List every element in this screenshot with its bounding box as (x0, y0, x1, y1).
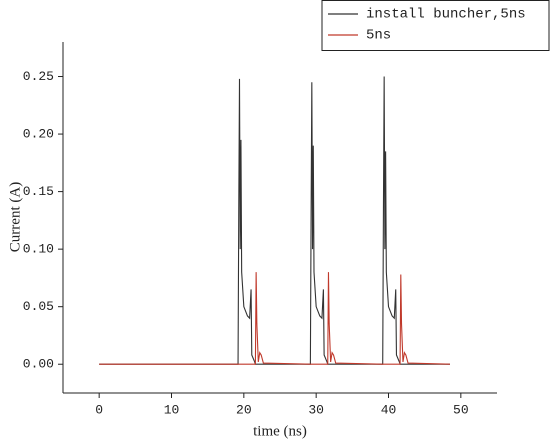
series-line (99, 272, 450, 365)
y-tick-label: 0.20 (23, 127, 54, 142)
legend-box (321, 0, 550, 51)
y-axis-title: Current (A) (7, 182, 23, 252)
legend-label: install buncher,5ns (366, 7, 526, 23)
x-tick-label: 0 (95, 402, 103, 417)
y-tick-label: 0.05 (23, 299, 54, 314)
y-tick-label: 0.10 (23, 242, 54, 257)
y-tick-label: 0.15 (23, 184, 54, 199)
series-line (99, 76, 450, 365)
x-axis-title: time (ns) (253, 423, 307, 439)
x-tick-label: 30 (308, 402, 324, 417)
x-tick-label: 20 (236, 402, 252, 417)
legend-label: 5ns (366, 28, 391, 44)
x-tick-label: 50 (453, 402, 469, 417)
x-tick-label: 40 (381, 402, 397, 417)
y-tick-label: 0.00 (23, 357, 54, 372)
x-tick-label: 10 (164, 402, 180, 417)
y-tick-label: 0.25 (23, 69, 54, 84)
